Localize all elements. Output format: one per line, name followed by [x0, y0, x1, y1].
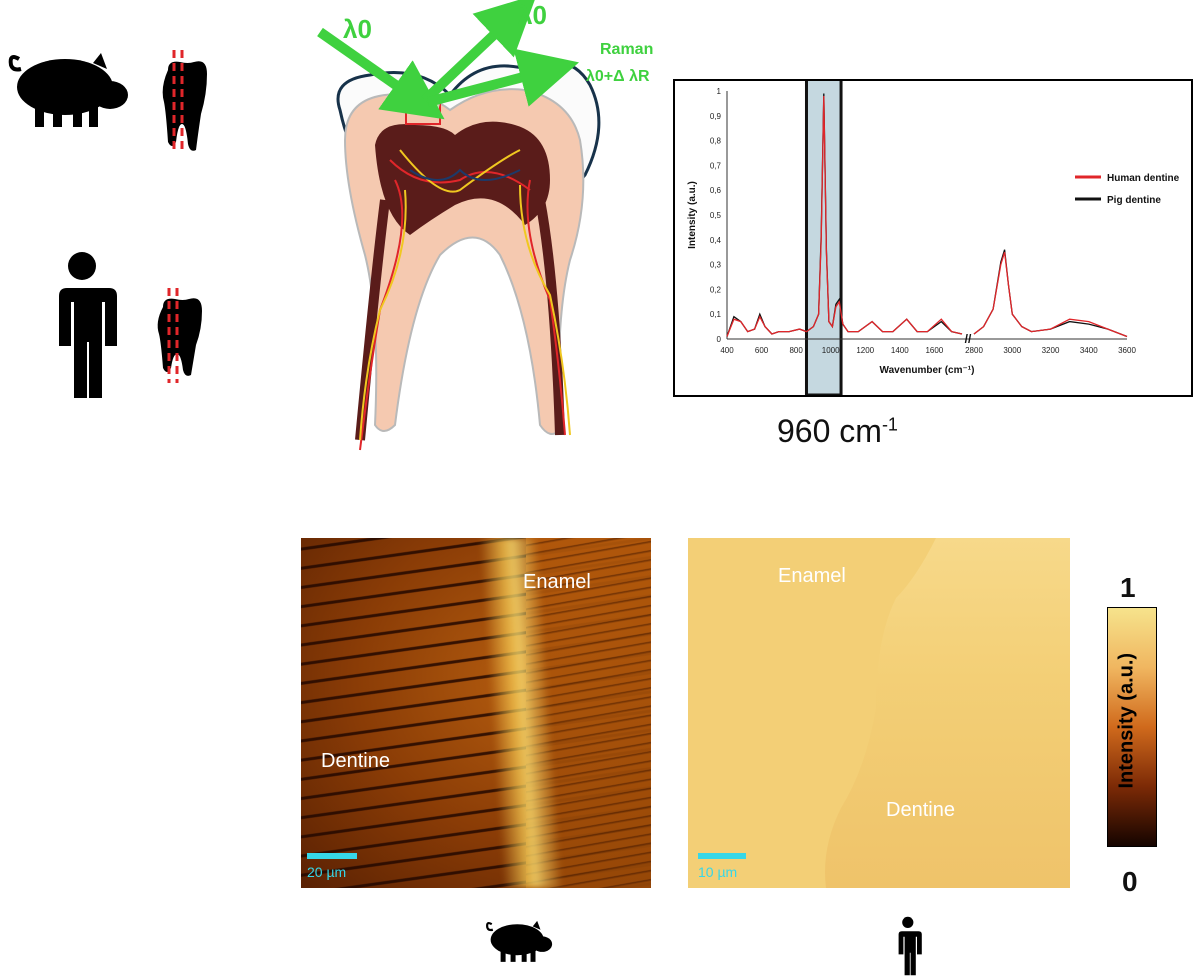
y-tick-label: 0,1	[710, 310, 722, 319]
person-icon-small	[897, 916, 922, 976]
x-tick-label: 400	[720, 346, 734, 355]
human-tooth-icon	[157, 288, 202, 383]
y-tick-label: 0,8	[710, 137, 722, 146]
human-enamel-label: Enamel	[778, 565, 846, 587]
pig-raman-map: Enamel Dentine 20 µm	[301, 538, 651, 888]
y-tick-label: 0,6	[710, 186, 722, 195]
y-tick-label: 0,4	[710, 236, 722, 245]
y-tick-label: 1	[717, 87, 722, 96]
pig-dentine-label: Dentine	[321, 750, 390, 772]
x-tick-label: 800	[789, 346, 803, 355]
x-tick-label: 3400	[1080, 346, 1098, 355]
legend-label: Pig dentine	[1107, 195, 1161, 206]
x-tick-label: 1000	[822, 346, 840, 355]
colorbar-title: Intensity (a.u.)	[1115, 652, 1138, 789]
y-tick-label: 0,7	[710, 161, 722, 170]
colorbar-min: 0	[1122, 866, 1138, 897]
x-tick-label: 1200	[856, 346, 874, 355]
band-caption-exponent: -1	[881, 414, 898, 435]
band-caption-text: 960 cm	[777, 413, 882, 449]
pig-tooth-icon	[162, 50, 207, 153]
y-tick-label: 0,3	[710, 261, 722, 270]
person-icon-large	[55, 252, 117, 398]
x-tick-label: 600	[755, 346, 769, 355]
series-line-pig-dentine	[726, 93, 1128, 338]
x-tick-label: 1600	[925, 346, 943, 355]
x-tick-label: 3600	[1118, 346, 1136, 355]
pig-icon-large	[8, 53, 128, 127]
y-tick-label: 0,9	[710, 112, 722, 121]
y-tick-label: 0,2	[710, 285, 722, 294]
y-axis-label: Intensity (a.u.)	[687, 181, 698, 249]
reflected-lambda-label: λ0	[518, 0, 547, 30]
x-tick-label: 3200	[1042, 346, 1060, 355]
x-axis-label: Wavenumber (cm⁻¹)	[880, 365, 975, 376]
tooth-cross-section	[317, 0, 601, 451]
raman-spectrum-chart: 0 0,1 0,2 0,3 0,4 0,5 0,6 0,7 0,8 0,9 1 400 600 800 10…	[673, 75, 1193, 397]
series-line-human-dentine	[726, 95, 1128, 338]
incident-lambda-label: λ0	[343, 14, 372, 44]
raman-shift-label: λ0+Δ λR	[586, 68, 650, 85]
human-raman-map: Enamel Dentine 10 µm	[688, 538, 1070, 888]
colorbar-max: 1	[1120, 572, 1136, 603]
x-tick-label: 2800	[965, 346, 983, 355]
axis-break: //	[965, 332, 972, 346]
highlight-band-caption: 960 cm-1	[777, 413, 898, 450]
raman-label: Raman	[600, 41, 654, 58]
x-tick-label: 1400	[891, 346, 909, 355]
human-enamel-region	[688, 538, 1070, 888]
human-dentine-label: Dentine	[886, 799, 955, 821]
human-scale-bar	[698, 853, 746, 859]
pig-scale-label: 20 µm	[307, 864, 347, 880]
x-tick-label: 3000	[1003, 346, 1021, 355]
y-tick-label: 0	[717, 335, 722, 344]
pig-scale-bar	[307, 853, 357, 859]
y-tick-label: 0,5	[710, 211, 722, 220]
pig-enamel-label: Enamel	[523, 571, 591, 593]
human-scale-label: 10 µm	[698, 864, 738, 880]
pig-icon-small	[486, 920, 553, 962]
legend-label: Human dentine	[1107, 173, 1180, 184]
intensity-colorbar	[1107, 607, 1157, 847]
